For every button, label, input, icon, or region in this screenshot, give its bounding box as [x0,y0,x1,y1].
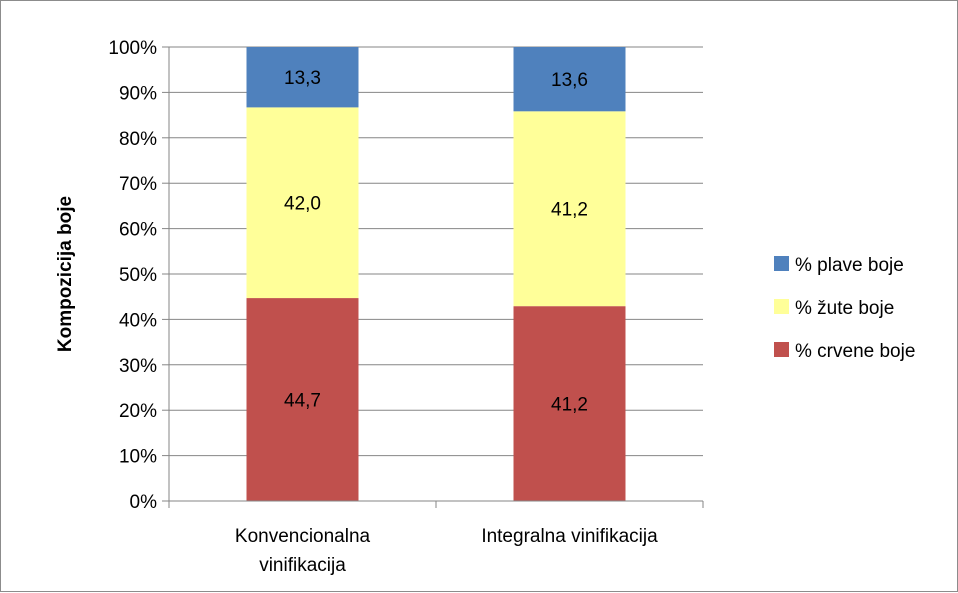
legend-label: % crvene boje [795,341,915,362]
y-tick-label: 30% [119,356,157,377]
data-labels: 44,7 42,0 13,3 41,2 41,2 13,6 [284,68,588,415]
data-label: 41,2 [551,395,588,416]
bar-segment [246,47,359,108]
y-axis-title: Kompozicija boje [55,196,76,352]
legend-swatch [774,342,789,357]
data-label: 44,7 [284,391,321,412]
y-tick-label: 60% [119,220,157,241]
legend: % plave boje % žute boje % crvene boje [774,255,915,362]
x-category-label: Konvencionalna [235,526,371,547]
y-tick-label: 40% [119,310,157,331]
data-label: 13,3 [284,68,321,89]
x-category-labels: Konvencionalna vinifikacija Integralna vin… [235,526,658,576]
data-label: 41,2 [551,200,588,221]
y-tick-label: 70% [119,174,157,195]
legend-swatch [774,299,789,314]
data-label: 13,6 [551,70,588,91]
y-tick-label: 20% [119,401,157,422]
bar-segment [246,107,359,299]
y-tick-labels: 0% 10% 20% 30% 40% 50% 60% 70% 80% 90% 100% [108,38,169,513]
legend-label: % plave boje [795,255,904,276]
bar-segment [513,47,626,112]
y-tick-label: 0% [130,492,158,513]
x-category-label: vinifikacija [259,555,346,576]
bars [246,47,626,501]
y-tick-label: 10% [119,447,157,468]
data-label: 42,0 [284,194,321,215]
legend-label: % žute boje [795,298,894,319]
bar-segment [513,306,626,501]
y-tick-label: 50% [119,265,157,286]
x-category-label: Integralna vinifikacija [481,526,658,547]
bar-segment [513,111,626,307]
bar-segment [246,298,359,501]
y-tick-label: 90% [119,83,157,104]
y-tick-label: 80% [119,129,157,150]
legend-swatch [774,256,789,271]
y-tick-label: 100% [108,38,157,59]
